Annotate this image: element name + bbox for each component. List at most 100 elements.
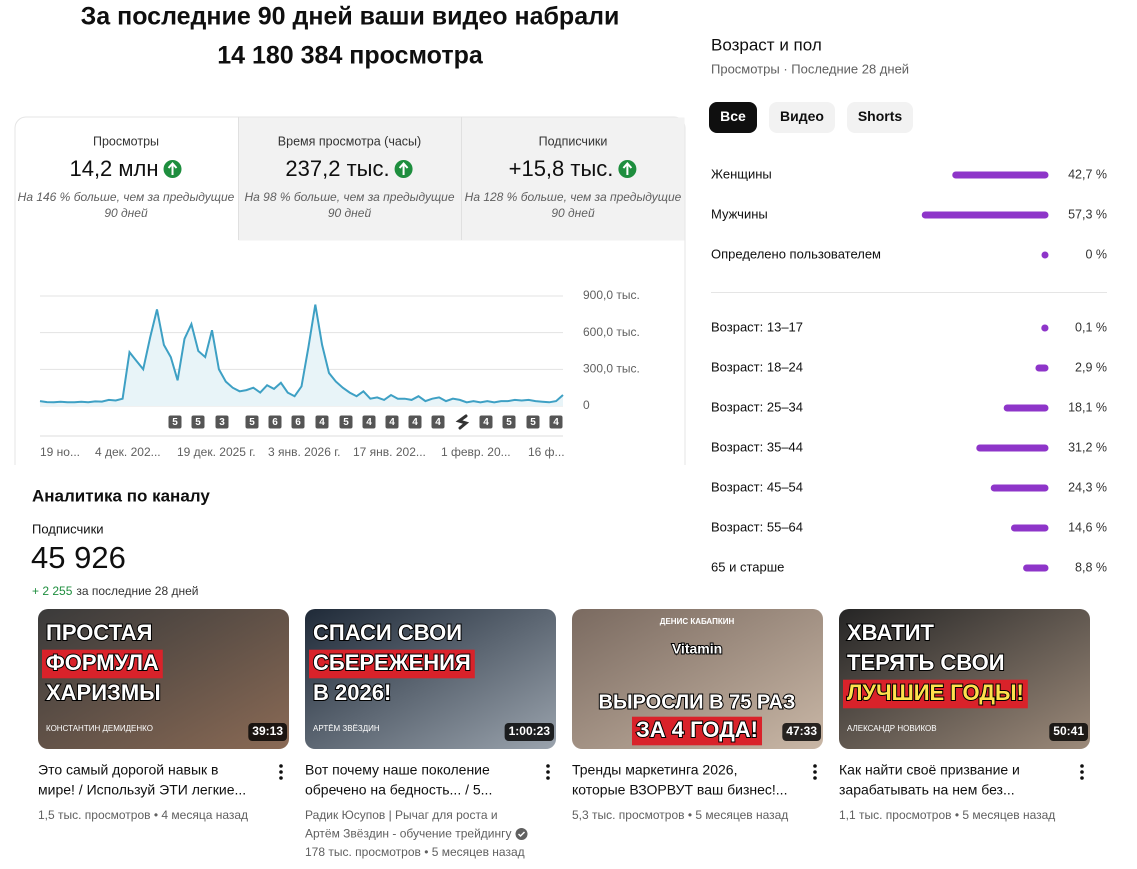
more-menu[interactable] <box>546 770 550 774</box>
video-marker-count: 5 <box>172 417 178 428</box>
video-marker[interactable] <box>526 415 540 429</box>
video-marker-count: 5 <box>343 417 349 428</box>
thumbnail-caption: АРТЁМ ЗВЁЗДИН <box>313 724 380 733</box>
duration-badge: 50:41 <box>1053 724 1084 738</box>
metric-value: +15,8 тыс. <box>509 156 614 181</box>
more-menu[interactable] <box>546 776 550 780</box>
demographic-value: 42,7 % <box>1068 167 1107 181</box>
more-menu[interactable] <box>279 764 283 768</box>
video-marker-count: 3 <box>219 417 225 428</box>
duration-bg <box>1049 723 1088 741</box>
y-tick-label: 600,0 тыс. <box>583 325 640 339</box>
more-menu[interactable] <box>546 764 550 768</box>
video-marker[interactable] <box>408 415 422 429</box>
demographic-label: Возраст: 13–17 <box>711 319 803 334</box>
video-marker[interactable] <box>385 415 399 429</box>
video-marker[interactable] <box>291 415 305 429</box>
filter-chip-label: Все <box>720 108 746 124</box>
video-marker[interactable] <box>268 415 282 429</box>
video-marker[interactable] <box>245 415 259 429</box>
thumbnail[interactable] <box>839 609 1090 749</box>
page-title: 14 180 384 просмотра <box>217 42 484 70</box>
video-marker-count: 5 <box>195 417 201 428</box>
video-title: Вот почему наше поколение <box>305 762 490 778</box>
demographic-value: 57,3 % <box>1068 207 1107 221</box>
more-menu[interactable] <box>279 776 283 780</box>
more-menu[interactable] <box>813 776 817 780</box>
demographic-value: 0 % <box>1085 247 1107 261</box>
metric-note: На 98 % больше, чем за предыдущие <box>245 190 455 204</box>
video-marker[interactable] <box>315 415 329 429</box>
filter-chip-label: Видео <box>780 108 824 124</box>
thumbnail-text: СПАСИ СВОИ <box>313 620 462 645</box>
video-marker-count: 6 <box>295 417 301 428</box>
video-marker[interactable] <box>215 415 229 429</box>
thumbnail-text: ЛУЧШИЕ ГОДЫ! <box>847 680 1024 705</box>
y-tick-label: 900,0 тыс. <box>583 288 640 302</box>
video-marker[interactable] <box>549 415 563 429</box>
thumbnail-text: ВЫРОСЛИ В 75 РАЗ <box>599 691 796 713</box>
video-marker[interactable] <box>431 415 445 429</box>
more-menu[interactable] <box>813 764 817 768</box>
video-marker[interactable] <box>362 415 376 429</box>
up-arrow-icon <box>398 161 409 175</box>
video-title: обречено на бедность... / 5... <box>305 782 492 798</box>
video-marker[interactable] <box>502 415 516 429</box>
video-title: мире! / Используй ЭТИ легкие... <box>38 782 246 798</box>
metric-note: 90 дней <box>551 206 595 220</box>
thumbnail[interactable] <box>38 609 289 749</box>
thumbnail[interactable] <box>305 609 556 749</box>
video-marker-count: 4 <box>435 417 441 428</box>
more-menu[interactable] <box>1080 776 1084 780</box>
panel-subtitle: Просмотры · Последние 28 дней <box>711 61 909 76</box>
y-tick-label: 0 <box>583 398 590 412</box>
area <box>40 304 563 406</box>
thumbnail-highlight <box>631 716 763 746</box>
section-title: Аналитика по каналу <box>32 486 210 505</box>
video-marker[interactable] <box>339 415 353 429</box>
filter-chip[interactable] <box>709 102 757 133</box>
metric-label: Просмотры <box>93 134 159 148</box>
video-marker[interactable] <box>191 415 205 429</box>
video-marker-count: 4 <box>366 417 372 428</box>
video-marker-count: 6 <box>272 417 278 428</box>
up-arrow-icon <box>167 161 178 175</box>
metric-note: На 128 % больше, чем за предыдущие <box>465 190 682 204</box>
demographic-value: 0,1 % <box>1075 320 1107 334</box>
subscribers-label: Подписчики <box>32 521 104 536</box>
video-marker[interactable] <box>479 415 493 429</box>
filter-chip[interactable] <box>847 102 913 133</box>
thumbnail[interactable] <box>572 609 823 749</box>
demographic-value: 2,9 % <box>1075 360 1107 374</box>
metric-note: 90 дней <box>328 206 372 220</box>
thumbnail-text: ПРОСТАЯ <box>46 620 152 645</box>
line <box>39 304 564 404</box>
filter-chip[interactable] <box>769 102 835 133</box>
metric-note: 90 дней <box>104 206 148 220</box>
verified-icon <box>517 831 526 838</box>
more-menu[interactable] <box>279 770 283 774</box>
demographic-value: 24,3 % <box>1068 480 1107 494</box>
subscribers-value: 45 926 <box>31 540 126 575</box>
more-menu[interactable] <box>1080 770 1084 774</box>
demographic-value: 14,6 % <box>1068 520 1107 534</box>
more-menu[interactable] <box>1080 764 1084 768</box>
thumbnail-text: Vitamin <box>672 641 722 657</box>
demographic-label: Возраст: 35–44 <box>711 439 803 454</box>
video-marker-count: 5 <box>506 417 512 428</box>
more-menu[interactable] <box>813 770 817 774</box>
demographic-value: 18,1 % <box>1068 400 1107 414</box>
thumbnail-text: В 2026! <box>313 680 391 705</box>
thumbnail-highlight <box>309 649 475 679</box>
duration-bg <box>782 723 821 741</box>
thumbnail-highlight <box>843 679 1028 709</box>
video-title: зарабатывать на нем без... <box>839 782 1015 798</box>
video-title: Как найти своё призвание и <box>839 762 1020 778</box>
duration-badge: 47:33 <box>786 724 817 738</box>
video-title: Тренды маркетинга 2026, <box>572 762 737 778</box>
video-marker[interactable] <box>168 415 182 429</box>
duration-bg <box>248 723 287 741</box>
thumbnail-text: ДЕНИС КАБАПКИН <box>660 617 735 626</box>
